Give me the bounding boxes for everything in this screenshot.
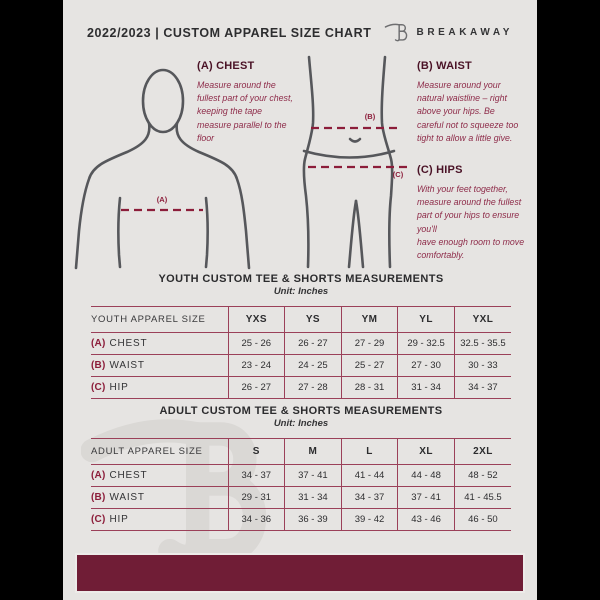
row-label: (A) CHEST bbox=[91, 464, 228, 487]
row-key: (B) bbox=[91, 360, 106, 371]
chest-instructions: (A) CHEST Measure around the fullest par… bbox=[197, 60, 293, 145]
table-row: (A) CHEST 34 - 37 37 - 41 41 - 44 44 - 48… bbox=[91, 464, 511, 487]
page-title: 2022/2023 | CUSTOM APPAREL SIZE CHART bbox=[87, 24, 372, 40]
measurement-cell: 34 - 37 bbox=[453, 376, 511, 399]
row-label: (B) WAIST bbox=[91, 486, 228, 509]
row-label: (C) HIP bbox=[91, 508, 228, 531]
measurement-cell: 29 - 31 bbox=[227, 486, 285, 509]
size-col-header: YS bbox=[284, 306, 342, 333]
row-key: (C) bbox=[91, 382, 106, 393]
size-chart-page: 2022/2023 | CUSTOM APPAREL SIZE CHART BR… bbox=[63, 0, 537, 600]
measurement-cell: 24 - 25 bbox=[284, 354, 342, 377]
adult-table-title: ADULT CUSTOM TEE & SHORTS MEASUREMENTS bbox=[159, 405, 443, 417]
adult-size-section: ADULT CUSTOM TEE & SHORTS MEASUREMENTS U… bbox=[91, 404, 511, 531]
size-col-header: YXS bbox=[227, 306, 285, 333]
adult-table-unit: Unit: Inches bbox=[273, 418, 329, 429]
size-header-label: YOUTH APPAREL SIZE bbox=[91, 306, 228, 333]
measurement-cell: 27 - 30 bbox=[397, 354, 455, 377]
row-key: (A) bbox=[91, 470, 106, 481]
size-col-header: L bbox=[340, 438, 398, 465]
adult-size-table: ADULT APPAREL SIZE S M L XL 2XL (A) CHEST… bbox=[91, 438, 511, 531]
table-row: (C) HIP 26 - 27 27 - 28 28 - 31 31 - 34 3… bbox=[91, 376, 511, 399]
size-col-header: YL bbox=[397, 306, 455, 333]
measurement-cell: 31 - 34 bbox=[284, 486, 342, 509]
measurement-cell: 43 - 46 bbox=[397, 508, 455, 531]
brand-lockup: BREAKAWAY bbox=[384, 21, 514, 43]
brand-name: BREAKAWAY bbox=[416, 26, 513, 38]
size-col-header: YXL bbox=[453, 306, 511, 333]
youth-size-section: YOUTH CUSTOM TEE & SHORTS MEASUREMENTS U… bbox=[91, 272, 511, 399]
lower-body-figure bbox=[302, 55, 410, 269]
chest-text: Measure around the fullest part of your … bbox=[197, 80, 293, 143]
row-name: CHEST bbox=[109, 338, 148, 349]
waist-text: Measure around your natural waistline – … bbox=[417, 80, 519, 143]
table-row: (B) WAIST 29 - 31 31 - 34 34 - 37 37 - 41… bbox=[91, 486, 511, 509]
measurement-cell: 28 - 31 bbox=[340, 376, 398, 399]
header: 2022/2023 | CUSTOM APPAREL SIZE CHART BR… bbox=[87, 18, 513, 46]
measurement-cell: 44 - 48 bbox=[397, 464, 455, 487]
breakaway-b-logo-icon bbox=[384, 23, 407, 42]
row-key: (A) bbox=[91, 338, 106, 349]
measurement-cell: 48 - 52 bbox=[453, 464, 511, 487]
table-header-row: ADULT APPAREL SIZE S M L XL 2XL bbox=[91, 438, 511, 465]
measurement-cell: 26 - 27 bbox=[284, 332, 342, 355]
row-name: WAIST bbox=[109, 360, 145, 371]
measurement-cell: 32.5 - 35.5 bbox=[453, 332, 511, 355]
table-row: (B) WAIST 23 - 24 24 - 25 25 - 27 27 - 30… bbox=[91, 354, 511, 377]
youth-table-title: YOUTH CUSTOM TEE & SHORTS MEASUREMENTS bbox=[158, 273, 444, 285]
row-label: (B) WAIST bbox=[91, 354, 228, 377]
size-header-label: ADULT APPAREL SIZE bbox=[91, 438, 228, 465]
size-col-header: YM bbox=[340, 306, 398, 333]
row-name: HIP bbox=[109, 514, 129, 525]
measurement-cell: 46 - 50 bbox=[453, 508, 511, 531]
row-key: (B) bbox=[91, 492, 106, 503]
row-name: CHEST bbox=[109, 470, 148, 481]
measurement-cell: 41 - 45.5 bbox=[453, 486, 511, 509]
footer-bar bbox=[75, 553, 525, 593]
measurement-cell: 26 - 27 bbox=[227, 376, 285, 399]
hips-heading: (C) HIPS bbox=[417, 164, 463, 176]
chest-line-label: (A) bbox=[156, 195, 168, 204]
size-col-header: 2XL bbox=[453, 438, 511, 465]
size-col-header: S bbox=[227, 438, 285, 465]
waist-heading: (B) WAIST bbox=[417, 60, 472, 72]
measurement-cell: 34 - 37 bbox=[340, 486, 398, 509]
youth-size-table: YOUTH APPAREL SIZE YXS YS YM YL YXL (A) C… bbox=[91, 306, 511, 399]
chest-heading: (A) CHEST bbox=[197, 60, 255, 72]
measurement-cell: 25 - 26 bbox=[227, 332, 285, 355]
hips-text: With your feet together, measure around … bbox=[417, 184, 525, 260]
row-name: HIP bbox=[109, 382, 129, 393]
measurement-cell: 37 - 41 bbox=[284, 464, 342, 487]
upper-body-figure bbox=[74, 68, 251, 270]
row-name: WAIST bbox=[109, 492, 145, 503]
hips-instructions: (C) HIPS With your feet together, measur… bbox=[417, 164, 525, 262]
table-row: (A) CHEST 25 - 26 26 - 27 27 - 29 29 - 32… bbox=[91, 332, 511, 355]
measurement-cell: 25 - 27 bbox=[340, 354, 398, 377]
measurement-cell: 34 - 37 bbox=[227, 464, 285, 487]
row-key: (C) bbox=[91, 514, 106, 525]
measurement-cell: 31 - 34 bbox=[397, 376, 455, 399]
measurement-cell: 29 - 32.5 bbox=[397, 332, 455, 355]
measurement-cell: 27 - 28 bbox=[284, 376, 342, 399]
measurement-cell: 39 - 42 bbox=[340, 508, 398, 531]
table-header-row: YOUTH APPAREL SIZE YXS YS YM YL YXL bbox=[91, 306, 511, 333]
measurement-cell: 27 - 29 bbox=[340, 332, 398, 355]
measurement-cell: 30 - 33 bbox=[453, 354, 511, 377]
table-row: (C) HIP 34 - 36 36 - 39 39 - 42 43 - 46 4… bbox=[91, 508, 511, 531]
measurement-cell: 23 - 24 bbox=[227, 354, 285, 377]
measurement-cell: 36 - 39 bbox=[284, 508, 342, 531]
waist-instructions: (B) WAIST Measure around your natural wa… bbox=[417, 60, 521, 145]
row-label: (C) HIP bbox=[91, 376, 228, 399]
hips-line-label: (C) bbox=[392, 170, 404, 179]
waist-line-label: (B) bbox=[364, 112, 376, 121]
size-col-header: M bbox=[284, 438, 342, 465]
measurement-cell: 41 - 44 bbox=[340, 464, 398, 487]
youth-table-unit: Unit: Inches bbox=[273, 286, 329, 297]
row-label: (A) CHEST bbox=[91, 332, 228, 355]
measurement-cell: 37 - 41 bbox=[397, 486, 455, 509]
size-col-header: XL bbox=[397, 438, 455, 465]
measurement-cell: 34 - 36 bbox=[227, 508, 285, 531]
